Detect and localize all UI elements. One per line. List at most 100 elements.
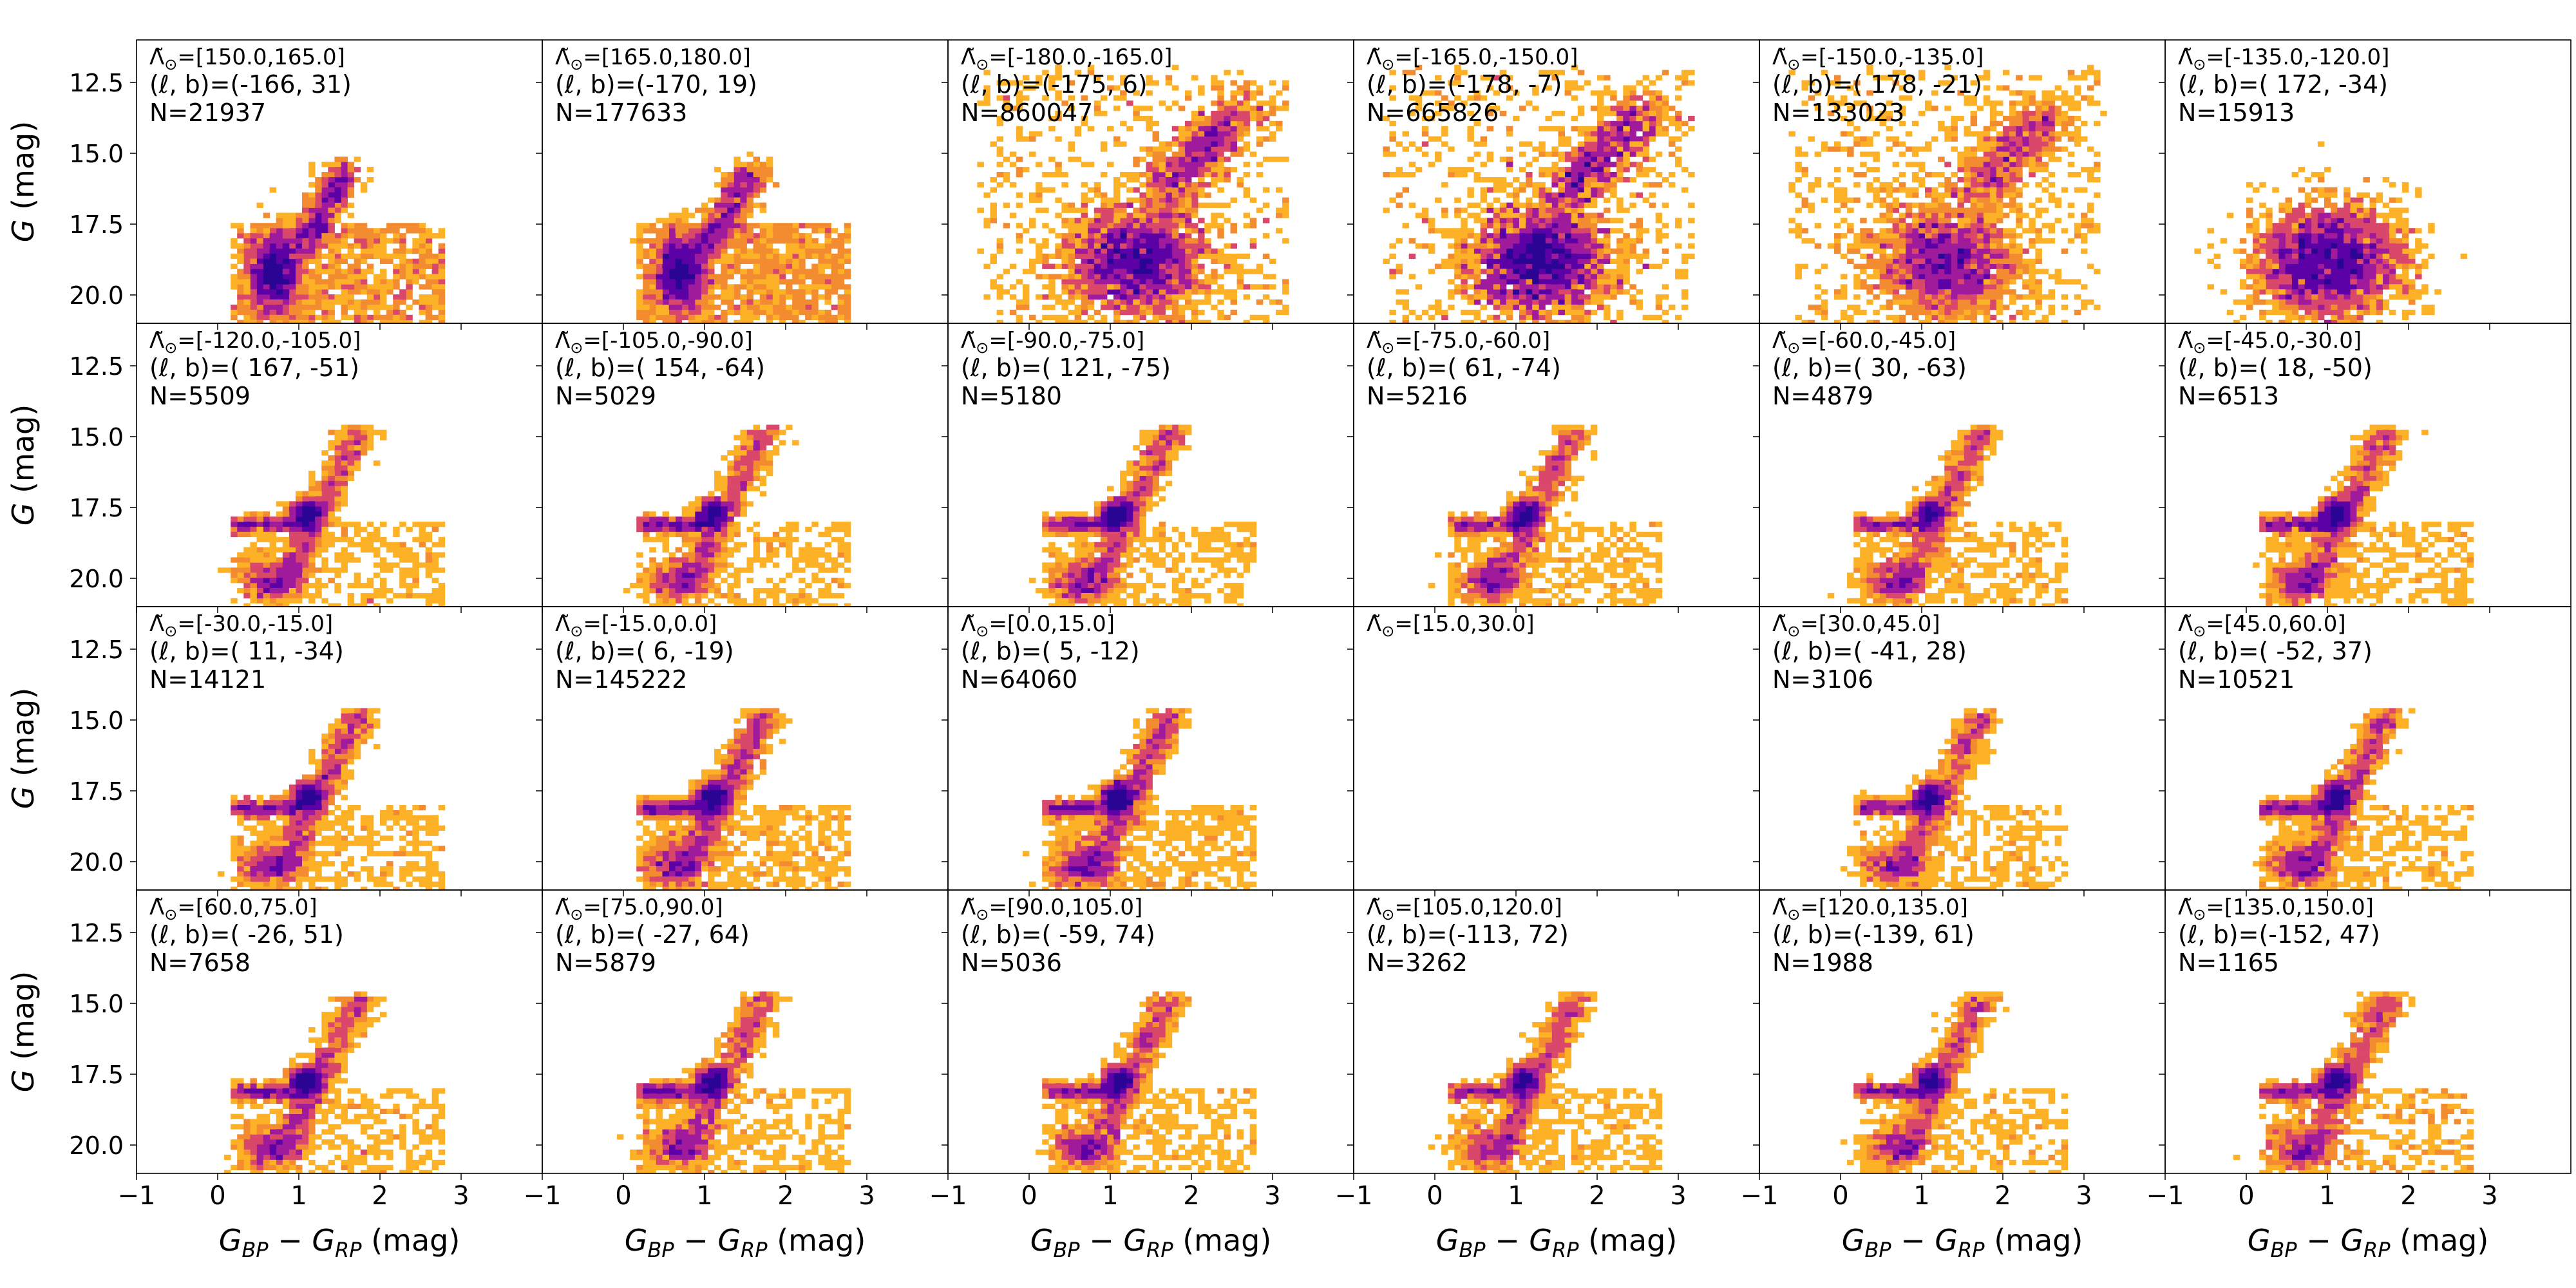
density-bin [1171, 182, 1179, 188]
density-bin [1866, 90, 1873, 96]
density-bin [1841, 289, 1848, 295]
density-bin [721, 207, 728, 213]
density-bin [1983, 100, 1991, 106]
density-bin [643, 319, 650, 323]
density-bin [1918, 243, 1926, 249]
density-bin [1473, 294, 1481, 300]
density-bin [315, 207, 322, 213]
density-bin [341, 309, 348, 316]
density-bin [1396, 141, 1403, 147]
density-bin [1833, 80, 1841, 86]
density-bin [759, 299, 767, 305]
density-bin [1886, 305, 1893, 310]
density-bin [1681, 120, 1689, 127]
density-bin [1048, 253, 1056, 260]
density-bin [2311, 263, 2318, 269]
density-bin [1879, 75, 1886, 80]
density-bin [1519, 243, 1526, 249]
density-bin [772, 314, 780, 321]
density-bin [786, 279, 793, 285]
density-bin [1081, 284, 1088, 290]
density-bin [1048, 284, 1056, 290]
density-bin [656, 274, 663, 279]
density-bin [1604, 187, 1611, 193]
density-bin [1558, 223, 1565, 229]
density-bin [243, 289, 251, 295]
density-bin [2048, 151, 2056, 157]
density-bin [250, 319, 257, 323]
density-bin [656, 269, 663, 274]
density-bin [1282, 202, 1289, 208]
density-bin [276, 284, 283, 290]
density-bin [386, 253, 393, 260]
density-bin [1461, 289, 1468, 295]
density-bin [759, 243, 767, 249]
density-bin [1636, 269, 1643, 274]
density-bin [1604, 126, 1611, 132]
density-bin [1139, 274, 1146, 279]
density-bin [746, 162, 753, 167]
density-bin [1905, 305, 1913, 310]
density-bin [772, 299, 780, 305]
density-bin [1668, 172, 1676, 178]
density-bin [1989, 218, 1997, 223]
density-bin [1983, 156, 1991, 162]
density-bin [1435, 111, 1442, 117]
density-bin [1068, 294, 1075, 300]
density-bin [1224, 172, 1231, 178]
density-bin [263, 258, 270, 264]
density-bin [1827, 146, 1835, 152]
density-bin [431, 279, 439, 285]
density-bin [1866, 202, 1873, 208]
density-bin [1029, 269, 1036, 274]
density-bin [296, 319, 303, 323]
density-bin [1604, 146, 1611, 152]
density-bin [1224, 289, 1231, 295]
density-bin [1983, 151, 1991, 157]
density-bin [250, 305, 257, 310]
density-bin [1905, 146, 1913, 152]
density-bin [1081, 253, 1088, 260]
density-bin [1506, 156, 1513, 162]
density-bin [1499, 156, 1507, 162]
density-bin [721, 284, 728, 290]
density-bin [1558, 136, 1565, 142]
density-bin [1152, 136, 1159, 142]
density-bin [721, 172, 728, 178]
density-bin [2029, 115, 2036, 122]
density-bin [1892, 274, 1900, 279]
density-bin [1486, 263, 1494, 269]
density-bin [1204, 243, 1211, 249]
density-bin [1107, 299, 1114, 305]
density-bin [393, 233, 400, 239]
density-bin [334, 243, 341, 249]
density-bin [844, 314, 851, 321]
density-bin [740, 309, 747, 316]
density-bin [1087, 218, 1095, 223]
density-bin [1473, 279, 1481, 285]
density-bin [1171, 294, 1179, 300]
density-bin [1636, 106, 1643, 111]
density-bin [831, 274, 838, 279]
density-bin [1191, 284, 1198, 290]
cmd-panel: Λ̃⊙=[-180.0,-165.0](ℓ, b)=(-175, 6)N=860… [942, 39, 1354, 330]
density-bin [321, 279, 328, 285]
density-bin [308, 197, 316, 203]
density-bin [1068, 141, 1075, 147]
density-bin [296, 233, 303, 239]
density-bin [1408, 141, 1416, 147]
density-bin [1003, 177, 1010, 183]
density-bin [668, 319, 676, 323]
density-bin [308, 269, 316, 274]
density-bin [844, 238, 851, 244]
density-bin [740, 248, 747, 254]
density-bin [1970, 294, 1978, 300]
density-bin [269, 233, 277, 239]
density-bin [1074, 207, 1082, 213]
density-bin [1629, 177, 1636, 183]
density-bin [1198, 228, 1205, 234]
density-bin [2035, 162, 2042, 167]
density-bin [2016, 172, 2023, 178]
density-bin [419, 269, 426, 274]
y-tick-label: 12.5 [69, 69, 124, 97]
